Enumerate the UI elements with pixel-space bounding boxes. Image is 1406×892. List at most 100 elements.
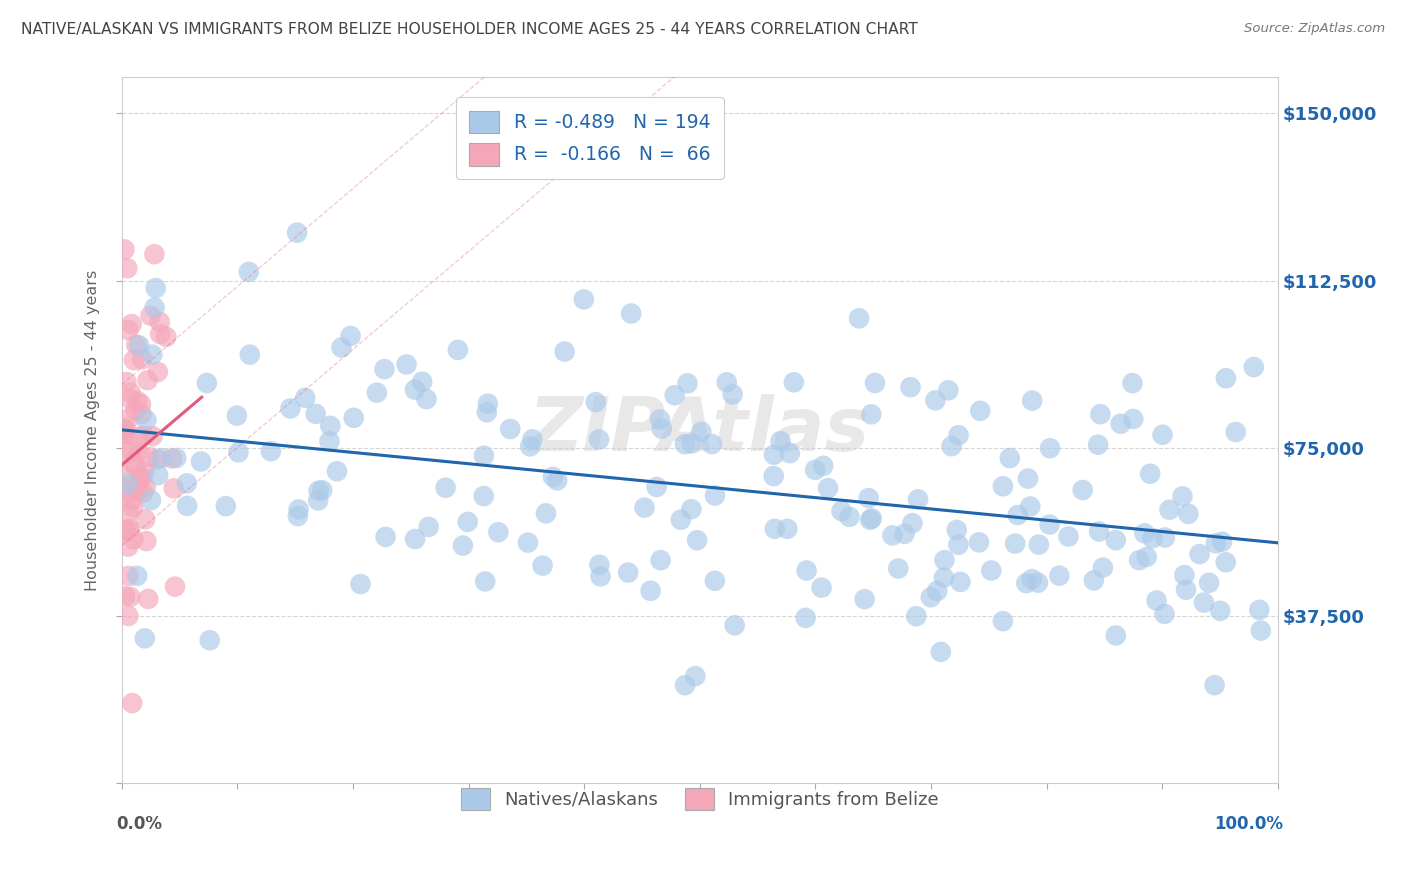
Point [143,247,166,261]
Point [924,393,946,408]
Point [1039,442,1062,456]
Point [280,401,302,416]
Point [330,341,353,355]
Point [150,451,173,466]
Point [650,553,672,567]
Point [121,317,143,331]
Point [124,460,146,475]
Point [1209,604,1232,618]
Point [457,515,479,529]
Point [198,633,221,648]
Point [117,323,139,337]
Point [620,306,643,320]
Point [176,476,198,491]
Point [149,315,172,329]
Point [121,493,143,508]
Point [948,428,970,442]
Point [967,535,990,549]
Text: NATIVE/ALASKAN VS IMMIGRANTS FROM BELIZE HOUSEHOLDER INCOME AGES 25 - 44 YEARS C: NATIVE/ALASKAN VS IMMIGRANTS FROM BELIZE… [21,22,918,37]
Point [949,574,972,589]
Point [664,388,686,402]
Point [1177,507,1199,521]
Point [1015,576,1038,591]
Point [838,509,860,524]
Point [132,428,155,442]
Point [374,530,396,544]
Point [127,393,149,408]
Point [114,523,136,537]
Point [339,329,361,343]
Point [121,696,143,710]
Point [318,434,340,449]
Point [163,481,186,495]
Point [112,481,135,495]
Point [1250,624,1272,638]
Point [1171,489,1194,503]
Point [1017,472,1039,486]
Point [305,407,328,421]
Point [617,566,640,580]
Point [121,455,143,469]
Point [404,532,426,546]
Point [554,344,576,359]
Point [225,409,247,423]
Point [117,477,139,491]
Legend: Natives/Alaskans, Immigrants from Belize: Natives/Alaskans, Immigrants from Belize [453,780,946,817]
Point [118,522,141,536]
Point [127,569,149,583]
Point [589,569,612,583]
Point [783,376,806,390]
Point [673,437,696,451]
Point [287,502,309,516]
Point [1198,575,1220,590]
Point [640,583,662,598]
Point [969,404,991,418]
Point [572,293,595,307]
Point [447,343,470,357]
Point [796,564,818,578]
Point [676,376,699,391]
Point [1071,483,1094,497]
Point [122,500,145,515]
Point [349,577,371,591]
Point [415,392,437,406]
Point [794,611,817,625]
Point [685,669,707,683]
Point [125,481,148,495]
Point [669,513,692,527]
Point [860,407,883,421]
Point [1047,568,1070,582]
Point [588,433,610,447]
Point [434,481,457,495]
Point [149,326,172,341]
Point [721,387,744,401]
Point [681,502,703,516]
Point [934,553,956,567]
Point [311,483,333,498]
Point [763,522,786,536]
Point [541,470,564,484]
Point [1204,678,1226,692]
Y-axis label: Householder Income Ages 25 - 44 years: Householder Income Ages 25 - 44 years [86,270,100,591]
Point [238,265,260,279]
Point [136,591,159,606]
Point [1153,607,1175,621]
Point [1133,526,1156,541]
Point [366,385,388,400]
Point [1007,508,1029,522]
Point [779,446,801,460]
Point [776,522,799,536]
Point [1139,467,1161,481]
Point [1205,536,1227,550]
Point [472,449,495,463]
Point [120,446,142,460]
Point [239,348,262,362]
Point [633,500,655,515]
Point [810,581,832,595]
Point [1091,560,1114,574]
Point [1152,427,1174,442]
Point [112,421,135,435]
Point [319,418,342,433]
Point [190,454,212,468]
Point [859,513,882,527]
